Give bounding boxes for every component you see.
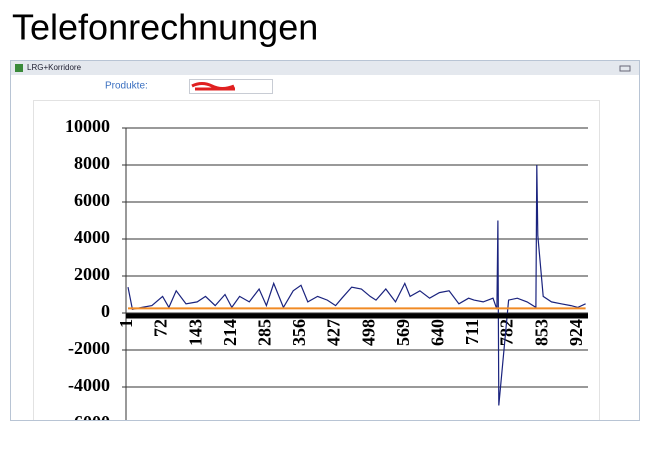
x-tick-label: 498 [358,319,378,346]
x-tick-label: 72 [151,319,171,337]
x-tick-label: 214 [220,319,240,346]
x-tick-label: 356 [289,319,309,346]
y-tick-label: -4000 [68,375,110,395]
y-tick-label: -2000 [68,338,110,358]
y-tick-label: -6000 [68,412,110,432]
y-tick-label: 0 [101,301,110,321]
x-tick-label: 569 [393,319,413,346]
x-tick-label: 924 [566,319,586,346]
x-tick-label: 711 [462,319,482,345]
y-tick-label: 4000 [74,227,110,247]
field-label: Produkte: [105,81,148,92]
x-tick-label: 853 [531,319,551,346]
x-tick-label: 143 [185,319,205,346]
heading: Telefonrechnungen [12,7,318,48]
chart-panel [33,100,600,420]
x-tick-label: 640 [428,319,448,346]
x-tick-label: 285 [255,319,275,346]
y-tick-label: 6000 [74,190,110,210]
minimize-button[interactable] [619,65,631,72]
title-bar [11,61,639,75]
x-tick-label: 782 [497,319,517,346]
y-tick-label: 8000 [74,153,110,173]
data-line [127,164,586,406]
redaction [191,82,235,91]
y-tick-label: 2000 [74,264,110,284]
x-tick-label: 427 [324,319,344,346]
chart: 10000 8000 6000 4000 2000 0 -2000 -4000 -6000 1 72… [33,100,600,432]
window-icon [15,64,23,72]
x-tick-label: 1 [116,319,136,328]
y-tick-label: 10000 [65,116,110,136]
window-title: LRG+Korridore [27,63,82,72]
